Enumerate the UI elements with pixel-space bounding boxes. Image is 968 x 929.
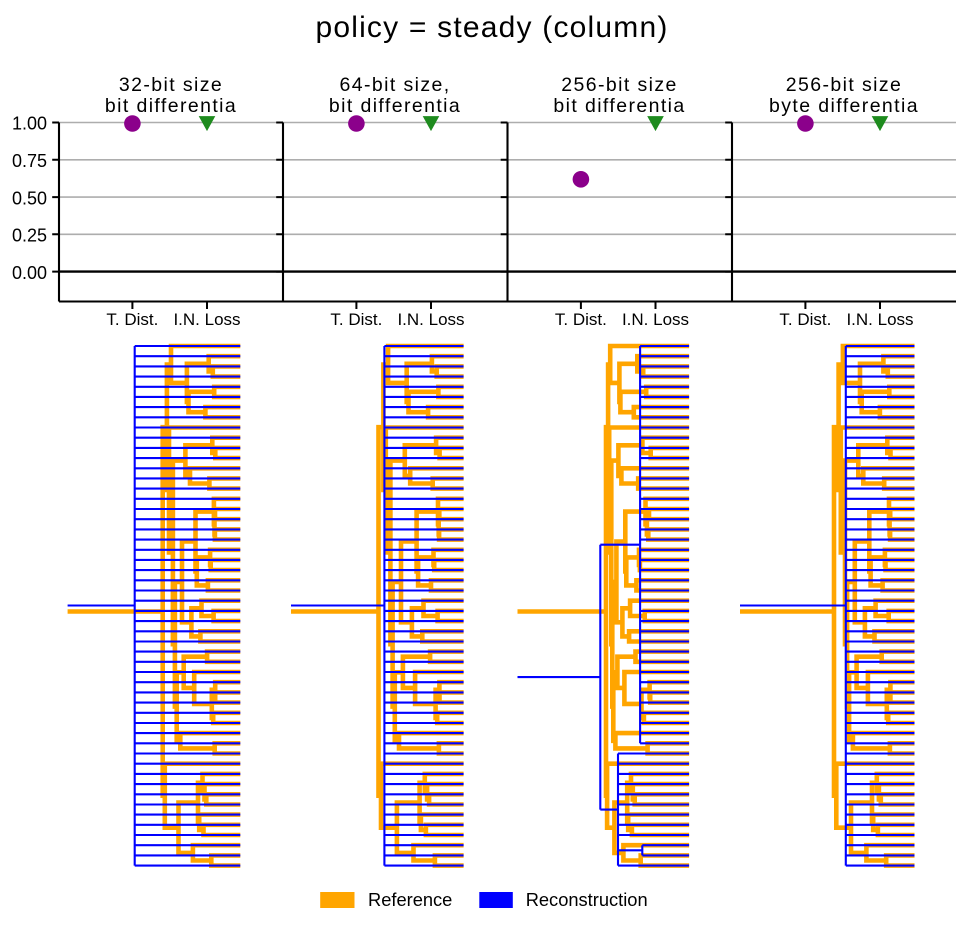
svg-text:byte differentia: byte differentia [769,95,919,117]
svg-text:256-bit size: 256-bit size [561,74,678,96]
svg-text:bit differentia: bit differentia [105,95,237,117]
svg-text:I.N. Loss: I.N. Loss [622,310,689,329]
svg-text:policy = steady (column): policy = steady (column) [315,11,668,44]
svg-text:Reconstruction: Reconstruction [526,889,648,910]
svg-text:I.N. Loss: I.N. Loss [397,310,464,329]
svg-text:64-bit size,: 64-bit size, [339,74,450,96]
svg-text:T. Dist.: T. Dist. [106,310,158,329]
svg-text:0.75: 0.75 [12,151,47,171]
svg-text:bit differentia: bit differentia [329,95,461,117]
svg-text:256-bit size: 256-bit size [786,74,903,96]
svg-text:T. Dist.: T. Dist. [330,310,382,329]
svg-text:1.00: 1.00 [12,114,47,134]
svg-text:Reference: Reference [368,889,452,910]
svg-text:0.00: 0.00 [12,263,47,283]
svg-text:32-bit size: 32-bit size [119,74,223,96]
svg-text:0.25: 0.25 [12,226,47,246]
svg-text:0.50: 0.50 [12,188,47,208]
svg-text:I.N. Loss: I.N. Loss [173,310,240,329]
svg-text:T. Dist.: T. Dist. [779,310,831,329]
svg-text:I.N. Loss: I.N. Loss [846,310,913,329]
svg-text:bit differentia: bit differentia [553,95,685,117]
svg-text:T. Dist.: T. Dist. [555,310,607,329]
